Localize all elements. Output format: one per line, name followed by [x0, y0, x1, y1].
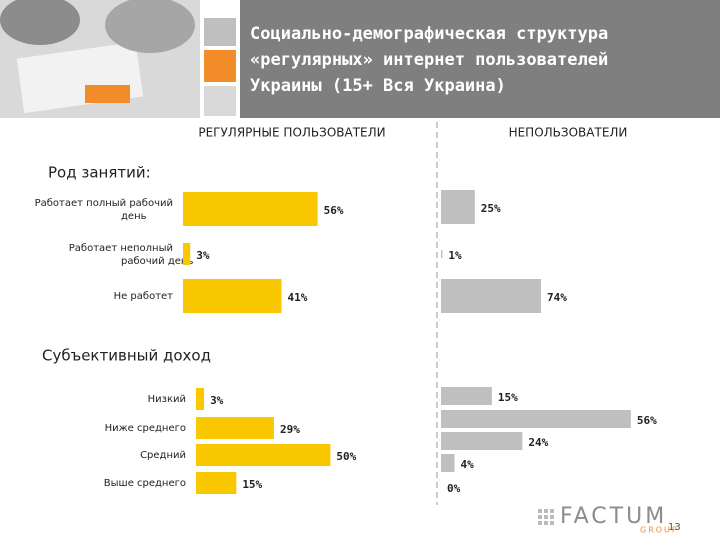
value-label: 0%: [447, 482, 461, 495]
bar: [441, 432, 523, 450]
category-label: Выше среднего: [104, 478, 186, 489]
bar: [183, 192, 318, 226]
value-label: 24%: [528, 436, 548, 449]
category-label: Не работет: [114, 291, 174, 302]
logo-dot: [538, 509, 542, 513]
value-label: 25%: [481, 202, 501, 215]
square: [204, 86, 236, 116]
logo-dot: [538, 521, 542, 525]
category-label: Средний: [140, 450, 186, 461]
title-line: Социально-демографическая структура: [250, 24, 608, 44]
value-label: 1%: [448, 249, 462, 262]
value-label: 56%: [324, 204, 344, 217]
logo-group: GROUP: [640, 526, 679, 535]
column-header: РЕГУЛЯРНЫЕ ПОЛЬЗОВАТЕЛИ: [198, 126, 385, 140]
section-title: Род занятий:: [48, 164, 151, 182]
bar: [196, 444, 331, 466]
logo-dot: [544, 509, 548, 513]
square: [204, 50, 236, 82]
category-label: Работает полный рабочий день: [35, 198, 173, 222]
value-label: 74%: [547, 291, 567, 304]
photo-figure: [0, 0, 80, 45]
bar: [441, 387, 492, 405]
category-label: Ниже среднего: [105, 423, 186, 434]
value-label: 3%: [196, 249, 210, 262]
category-label: Работает неполный рабочий день: [69, 243, 194, 267]
logo-dot: [550, 521, 554, 525]
bar: [196, 417, 274, 439]
logo-dot: [544, 521, 548, 525]
value-label: 4%: [461, 458, 475, 471]
title-line: Украины (15+ Вся Украина): [250, 76, 506, 96]
bar: [441, 190, 475, 224]
value-label: 41%: [288, 291, 308, 304]
bar: [441, 279, 541, 313]
page-number: 13: [668, 522, 681, 533]
bar: [196, 388, 205, 410]
value-label: 15%: [498, 391, 518, 404]
value-label: 56%: [637, 414, 657, 427]
category-label: Низкий: [148, 394, 186, 405]
logo-dot: [550, 509, 554, 513]
photo-chart: [85, 85, 130, 103]
value-label: 3%: [210, 394, 224, 407]
bar: [196, 472, 237, 494]
bar: [441, 454, 455, 472]
bar: [441, 410, 631, 428]
logo-dots: [538, 509, 554, 525]
bar: [441, 250, 443, 258]
logo-dot: [550, 515, 554, 519]
value-label: 50%: [336, 450, 356, 463]
square: [204, 18, 236, 46]
logo-dot: [538, 515, 542, 519]
value-label: 15%: [242, 478, 262, 491]
value-label: 29%: [280, 423, 300, 436]
photo-figure: [105, 0, 195, 53]
logo-name: FACTUM: [560, 504, 667, 529]
bar: [183, 243, 191, 265]
title-line: «регулярных» интернет пользователей: [250, 50, 608, 70]
logo-dot: [544, 515, 548, 519]
title-box: [240, 0, 720, 118]
section-title: Субъективный доход: [42, 347, 211, 365]
bar: [183, 279, 282, 313]
column-header: НЕПОЛЬЗОВАТЕЛИ: [509, 126, 628, 140]
